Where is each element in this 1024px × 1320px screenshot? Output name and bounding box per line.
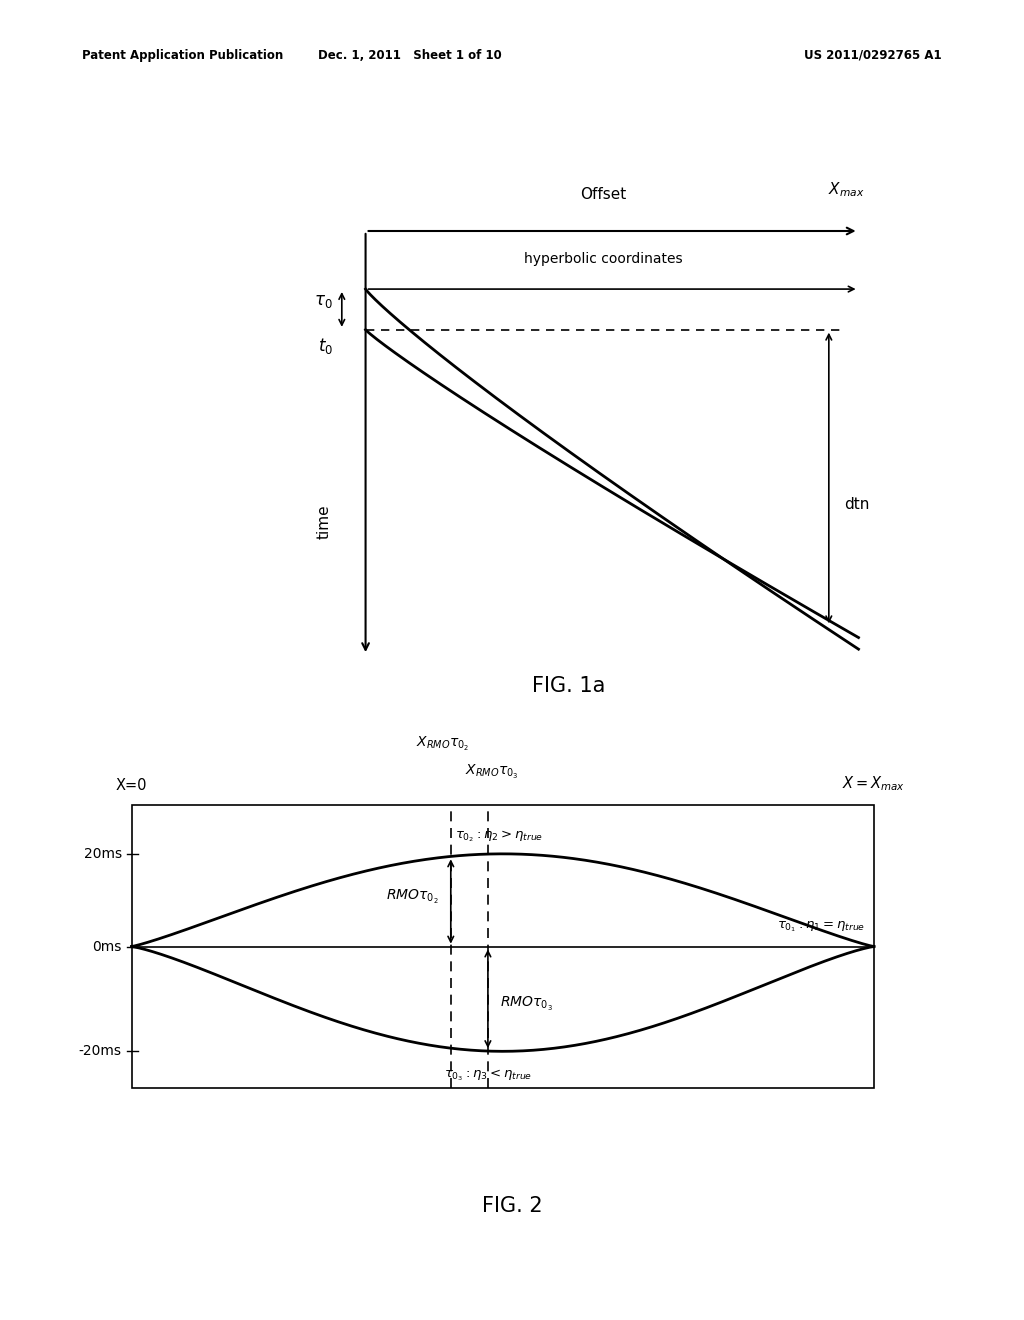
Text: $\tau_{0_1}:\eta_1=\eta_{true}$: $\tau_{0_1}:\eta_1=\eta_{true}$ [777, 920, 865, 935]
Text: FIG. 2: FIG. 2 [481, 1196, 543, 1216]
Text: Offset: Offset [580, 187, 627, 202]
Text: FIG. 1a: FIG. 1a [531, 676, 605, 696]
Text: $t_0$: $t_0$ [317, 335, 333, 355]
Text: $X_{max}$: $X_{max}$ [828, 181, 865, 199]
Text: US 2011/0292765 A1: US 2011/0292765 A1 [805, 49, 942, 62]
Text: 0ms: 0ms [92, 940, 122, 953]
Text: $\tau_{0_2}:\eta_2>\eta_{true}$: $\tau_{0_2}:\eta_2>\eta_{true}$ [455, 829, 543, 845]
Text: $RMO\tau_{0_3}$: $RMO\tau_{0_3}$ [501, 995, 553, 1012]
Text: Dec. 1, 2011   Sheet 1 of 10: Dec. 1, 2011 Sheet 1 of 10 [317, 49, 502, 62]
Text: hyperbolic coordinates: hyperbolic coordinates [524, 252, 682, 265]
Text: time: time [316, 504, 332, 539]
Text: 20ms: 20ms [84, 847, 122, 861]
Text: -20ms: -20ms [79, 1044, 122, 1059]
Text: dtn: dtn [844, 496, 869, 512]
Bar [131, 805, 873, 1088]
Text: $\tau_{0_3}:\eta_3<\eta_{true}$: $\tau_{0_3}:\eta_3<\eta_{true}$ [443, 1067, 532, 1082]
Text: $\tau_0$: $\tau_0$ [314, 292, 333, 310]
Text: $X_{RMO}\tau_{0_2}$: $X_{RMO}\tau_{0_2}$ [416, 735, 469, 754]
Text: Patent Application Publication: Patent Application Publication [82, 49, 284, 62]
Text: $RMO\tau_{0_2}$: $RMO\tau_{0_2}$ [386, 888, 438, 906]
Text: X=0: X=0 [116, 779, 147, 793]
Text: $X=X_{max}$: $X=X_{max}$ [843, 775, 905, 793]
Text: $X_{RMO}\tau_{0_3}$: $X_{RMO}\tau_{0_3}$ [465, 763, 519, 781]
